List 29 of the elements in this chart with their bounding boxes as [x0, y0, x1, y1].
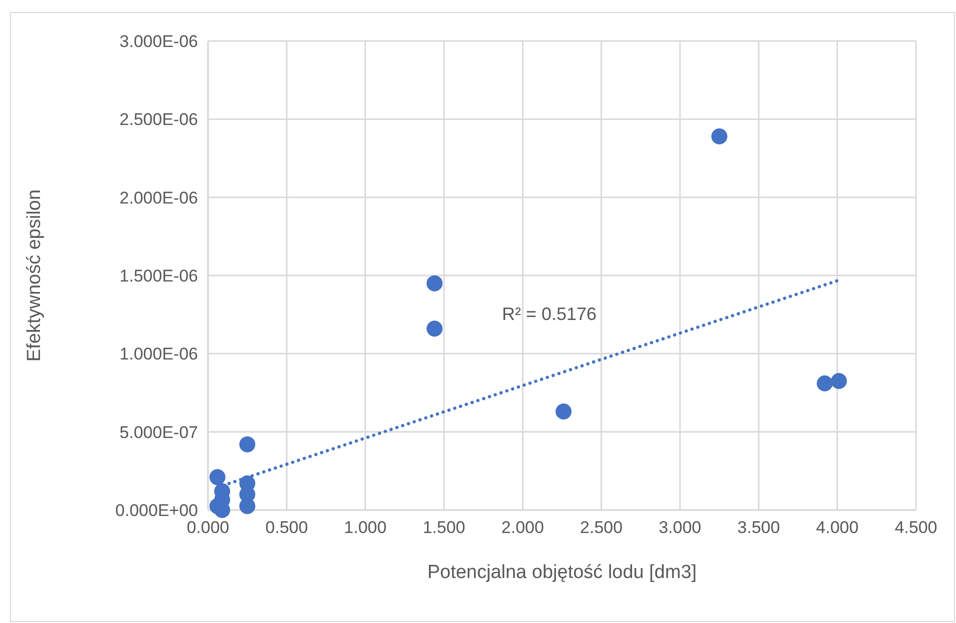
point	[711, 128, 728, 144]
y-tick-label: 1.500E-06	[120, 266, 198, 286]
point	[556, 404, 572, 420]
x-tick-label: 1.000	[344, 518, 387, 537]
y-tick-label: 2.500E-06	[120, 110, 198, 130]
point	[816, 375, 833, 392]
point	[239, 436, 256, 452]
x-tick-label: 4.500	[894, 518, 938, 537]
annotation: R² = 0.5176	[502, 304, 597, 324]
x-tick-label: 0.000	[186, 518, 230, 537]
y-tick-label: 2.000E-06	[120, 188, 198, 208]
point	[426, 275, 443, 292]
y-tick-label: 0.000E+00	[115, 501, 198, 520]
y-tick-label: 1.000E-06	[120, 344, 198, 364]
y-tick-label: 3.000E-06	[120, 32, 198, 51]
y-axis-title: Efektywność epsilon	[24, 189, 45, 362]
x-tick-label: 2.000	[501, 518, 544, 537]
point	[239, 498, 256, 514]
x-tick-label: 4.000	[816, 518, 859, 537]
x-tick-label: 3.000	[658, 518, 702, 537]
x-tick-label: 3.500	[737, 518, 780, 537]
x-tick-label: 1.500	[422, 518, 466, 537]
x-axis-title: Potencjalna objętość lodu [dm3]	[427, 562, 697, 583]
x-tick-label: 0.500	[265, 518, 308, 537]
x-tick-label: 2.500	[580, 518, 623, 537]
point	[209, 469, 226, 486]
point	[426, 320, 443, 337]
y-tick-label: 5.000E-07	[120, 422, 198, 442]
point	[830, 373, 847, 390]
